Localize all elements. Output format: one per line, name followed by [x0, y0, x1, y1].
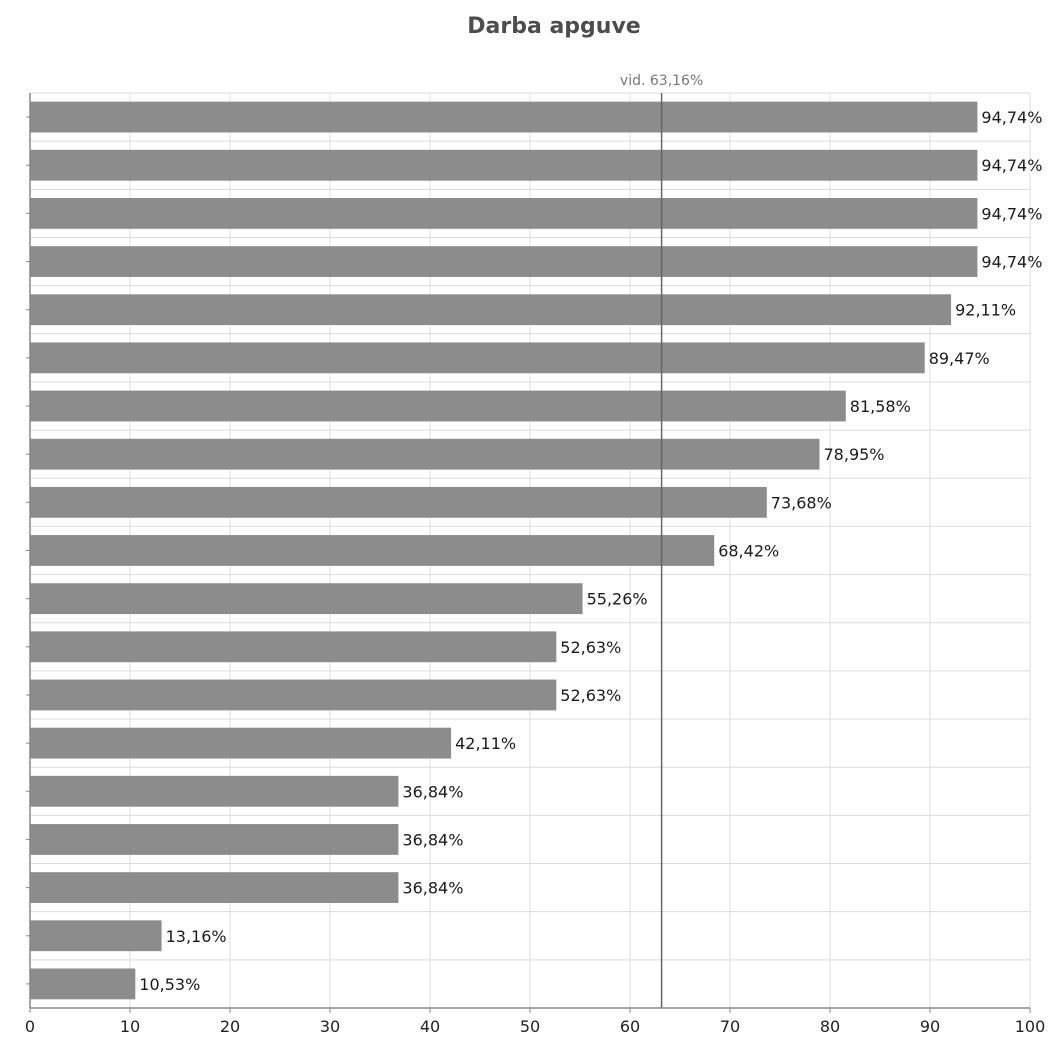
bar — [30, 824, 399, 855]
bar — [30, 727, 452, 759]
x-tick-label: 90 — [920, 1017, 940, 1036]
bar — [30, 197, 978, 229]
bar — [30, 679, 557, 711]
bar-value-label: 36,84% — [402, 782, 463, 801]
x-tick-label: 30 — [320, 1017, 340, 1036]
bar-value-label: 94,74% — [981, 204, 1042, 223]
grid-lines — [29, 92, 1031, 1009]
bar — [30, 631, 557, 663]
bar — [30, 390, 846, 422]
bar-value-label: 36,84% — [402, 830, 463, 849]
bar — [30, 294, 952, 326]
bar-value-label: 92,11% — [955, 301, 1016, 320]
bar-value-label: 10,53% — [139, 975, 200, 994]
average-label: vid. 63,16% — [620, 73, 703, 89]
x-tick-label: 20 — [220, 1017, 240, 1036]
value-labels: 94,74% 94,74% 94,74% 94,74% 92,11% 89,47% 81,5… — [139, 108, 1042, 994]
bar-value-label: 68,42% — [718, 542, 779, 561]
bar-value-label: 36,84% — [402, 879, 463, 898]
bars — [30, 101, 978, 1000]
bar-value-label: 89,47% — [929, 349, 990, 368]
bar — [30, 920, 162, 952]
x-tick-label: 60 — [620, 1017, 640, 1036]
x-tick-label: 40 — [420, 1017, 440, 1036]
bar — [30, 246, 978, 277]
chart-title: Darba apguve — [467, 14, 641, 39]
bar — [30, 535, 715, 566]
bar-value-label: 94,74% — [981, 253, 1042, 272]
x-tick-label: 80 — [820, 1017, 840, 1036]
bar — [30, 775, 399, 807]
x-tick-label: 10 — [120, 1017, 140, 1036]
bar-value-label: 73,68% — [771, 493, 832, 512]
bar — [30, 968, 136, 1000]
average-marker: vid. 63,16% — [620, 73, 703, 1008]
x-tick-label: 0 — [25, 1017, 35, 1036]
x-tick-label: 100 — [1015, 1017, 1046, 1036]
bar-value-label: 78,95% — [824, 445, 885, 464]
bar-value-label: 94,74% — [981, 108, 1042, 127]
x-tick-label: 50 — [520, 1017, 540, 1036]
bar-value-label: 42,11% — [455, 734, 516, 753]
bar — [30, 583, 583, 615]
bar-value-label: 52,63% — [560, 686, 621, 705]
bar — [30, 101, 978, 133]
bar — [30, 438, 820, 470]
bar-value-label: 81,58% — [850, 397, 911, 416]
x-tick-label: 70 — [720, 1017, 740, 1036]
bar-value-label: 52,63% — [560, 638, 621, 657]
bar-value-label: 13,16% — [166, 927, 227, 946]
bar — [30, 872, 399, 904]
axes: 0 10 20 30 40 50 60 70 80 90 100 — [25, 93, 1045, 1036]
bar — [30, 486, 767, 518]
bar — [30, 342, 925, 374]
bar-value-label: 55,26% — [587, 590, 648, 609]
bar — [30, 149, 978, 181]
bar-value-label: 94,74% — [981, 156, 1042, 175]
